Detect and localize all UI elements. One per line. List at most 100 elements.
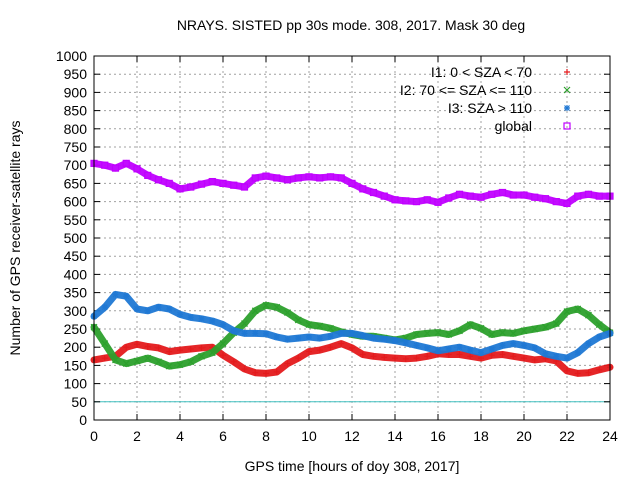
data-point-star bbox=[359, 332, 366, 339]
data-point-cross bbox=[477, 324, 485, 332]
data-point-cross bbox=[305, 321, 313, 329]
y-tick-label: 300 bbox=[64, 303, 88, 319]
data-point-plus bbox=[327, 344, 334, 351]
data-point-star bbox=[316, 335, 323, 342]
data-point-plus bbox=[230, 358, 237, 365]
legend-marker-plus bbox=[564, 69, 570, 75]
y-tick-label: 0 bbox=[79, 412, 87, 428]
data-point-star bbox=[284, 336, 291, 343]
data-point-star bbox=[521, 342, 527, 349]
data-point-star bbox=[295, 335, 302, 342]
y-tick-label: 50 bbox=[71, 394, 87, 410]
data-point-plus bbox=[284, 360, 291, 367]
data-point-star bbox=[263, 330, 269, 337]
y-tick-label: 800 bbox=[64, 121, 88, 137]
data-point-plus bbox=[306, 348, 312, 355]
data-point-plus bbox=[370, 353, 377, 360]
x-tick-label: 20 bbox=[516, 428, 532, 444]
data-point-plus bbox=[241, 366, 248, 373]
data-point-plus bbox=[456, 351, 463, 358]
grid-lines bbox=[94, 56, 610, 420]
data-point-star bbox=[306, 334, 312, 341]
y-tick-label: 450 bbox=[64, 248, 88, 264]
data-point-cross bbox=[241, 320, 248, 327]
data-point-plus bbox=[101, 355, 108, 362]
data-point-square bbox=[283, 176, 292, 184]
data-point-star bbox=[101, 304, 108, 311]
data-point-square bbox=[111, 164, 120, 172]
y-tick-label: 500 bbox=[64, 230, 88, 246]
data-point-star bbox=[230, 327, 237, 334]
data-point-cross bbox=[520, 327, 528, 335]
data-point-square bbox=[122, 159, 130, 167]
data-point-square bbox=[563, 199, 571, 208]
data-point-plus bbox=[166, 348, 173, 355]
y-tick-label: 850 bbox=[64, 103, 88, 119]
data-point-star bbox=[488, 346, 495, 353]
x-tick-label: 6 bbox=[219, 428, 227, 444]
data-point-star bbox=[392, 337, 398, 344]
data-point-square bbox=[348, 179, 356, 187]
x-tick-label: 12 bbox=[344, 428, 360, 444]
x-tick-label: 8 bbox=[262, 428, 270, 444]
data-point-cross bbox=[585, 311, 592, 319]
data-point-star bbox=[220, 321, 226, 328]
data-point-plus bbox=[499, 351, 506, 358]
data-point-cross bbox=[208, 349, 216, 357]
data-point-plus bbox=[596, 366, 603, 373]
data-point-square bbox=[273, 174, 281, 182]
data-point-star bbox=[123, 293, 130, 300]
legend-marker-star bbox=[564, 105, 570, 111]
legend-label: I3: SZA > 110 bbox=[448, 100, 532, 116]
data-point-square bbox=[498, 188, 507, 197]
legend-item: I3: SZA > 110 bbox=[448, 100, 570, 116]
data-point-cross bbox=[542, 323, 549, 331]
data-point-plus bbox=[155, 344, 162, 351]
data-point-cross bbox=[595, 321, 603, 329]
data-point-square bbox=[391, 196, 399, 204]
data-point-plus bbox=[273, 368, 280, 375]
data-point-square bbox=[402, 197, 410, 205]
data-point-square bbox=[176, 185, 184, 193]
data-point-cross bbox=[155, 358, 162, 366]
data-point-star bbox=[499, 342, 506, 349]
legend-marker-square bbox=[563, 122, 571, 130]
data-point-square bbox=[584, 190, 593, 198]
data-point-plus bbox=[295, 355, 302, 362]
data-point-cross bbox=[133, 357, 141, 365]
x-tick-label: 14 bbox=[387, 428, 403, 444]
data-point-plus bbox=[134, 341, 140, 348]
data-point-square bbox=[230, 181, 238, 189]
data-point-star bbox=[467, 347, 474, 354]
legend-item: I2: 70 <= SZA <= 110 bbox=[400, 82, 571, 98]
data-point-plus bbox=[467, 353, 474, 360]
data-point-star bbox=[574, 349, 581, 356]
data-point-cross bbox=[187, 358, 195, 366]
data-point-cross bbox=[144, 354, 152, 362]
series-band bbox=[90, 159, 614, 207]
data-point-cross bbox=[198, 352, 205, 360]
y-tick-label: 150 bbox=[64, 357, 88, 373]
data-point-plus bbox=[187, 346, 194, 353]
y-tick-label: 250 bbox=[64, 321, 88, 337]
x-tick-label: 0 bbox=[90, 428, 98, 444]
legend-label: I1: 0 < SZA < 70 bbox=[431, 64, 532, 80]
data-point-cross bbox=[327, 324, 334, 332]
legend-item: I1: 0 < SZA < 70 bbox=[431, 64, 570, 80]
data-point-plus bbox=[263, 370, 269, 377]
data-point-square bbox=[541, 195, 550, 203]
data-point-square bbox=[380, 192, 388, 200]
legend-label: I2: 70 <= SZA <= 110 bbox=[400, 82, 532, 98]
data-point-square bbox=[455, 190, 464, 198]
data-point-cross bbox=[262, 301, 270, 309]
data-point-cross bbox=[488, 331, 496, 338]
data-point-cross bbox=[509, 329, 517, 337]
data-point-star bbox=[187, 314, 194, 321]
data-point-plus bbox=[144, 343, 151, 350]
data-point-square bbox=[240, 183, 249, 191]
data-point-star bbox=[381, 336, 388, 343]
data-point-square bbox=[326, 173, 335, 181]
legend-label: global bbox=[495, 118, 532, 134]
y-tick-label: 350 bbox=[64, 285, 88, 301]
